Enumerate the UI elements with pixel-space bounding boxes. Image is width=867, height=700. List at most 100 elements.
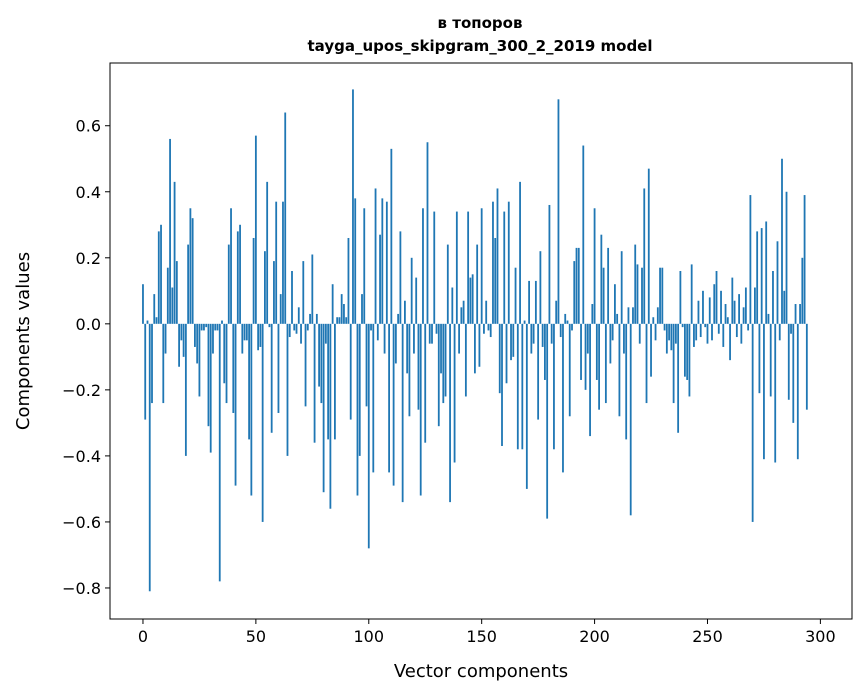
bar — [751, 323, 754, 522]
bar — [383, 323, 386, 354]
bar — [514, 267, 517, 324]
bar — [717, 323, 720, 334]
bar — [573, 261, 576, 324]
bar — [503, 211, 506, 324]
bar — [523, 320, 526, 324]
x-axis: 0 50 100 150 200 250 300 — [138, 619, 836, 646]
bar — [609, 323, 612, 364]
y-tick-label: 0.6 — [76, 117, 101, 136]
bar — [336, 317, 339, 324]
bar — [446, 244, 449, 324]
bar — [566, 320, 569, 324]
bar — [311, 254, 314, 324]
bar — [385, 201, 388, 324]
bar — [785, 191, 788, 324]
bar — [614, 284, 616, 324]
bar — [686, 323, 689, 380]
bar — [449, 323, 451, 503]
bar — [647, 168, 650, 324]
bar — [754, 287, 756, 324]
bar — [338, 317, 341, 324]
bar — [659, 267, 661, 324]
bar — [286, 323, 289, 456]
bar — [634, 244, 637, 324]
bar — [546, 323, 549, 519]
bar — [796, 323, 799, 460]
bar — [645, 323, 648, 404]
bar — [166, 267, 169, 324]
bar — [157, 231, 160, 324]
bar — [611, 323, 614, 341]
bar — [243, 323, 246, 341]
bar — [505, 323, 508, 384]
bar — [277, 323, 280, 413]
bar — [781, 158, 783, 324]
bar — [550, 323, 553, 344]
bar — [654, 323, 657, 341]
bar — [230, 208, 232, 324]
bar — [711, 323, 713, 341]
bar — [221, 320, 223, 324]
bar — [794, 304, 797, 324]
bar — [492, 201, 494, 324]
bar — [422, 208, 424, 324]
bar — [293, 323, 296, 331]
bar — [223, 323, 226, 384]
bar — [548, 204, 551, 324]
bar — [203, 323, 205, 331]
bar — [349, 323, 352, 420]
bar — [562, 323, 564, 473]
bar — [264, 251, 266, 324]
bar — [169, 138, 171, 324]
bar — [584, 323, 587, 390]
bar — [708, 297, 711, 324]
bar — [586, 323, 589, 354]
bar — [478, 323, 481, 367]
y-tick-label: −0.6 — [62, 513, 101, 532]
bar — [787, 323, 790, 400]
bar — [300, 323, 302, 344]
bar — [670, 323, 673, 351]
bar — [623, 323, 625, 354]
bar — [173, 181, 176, 324]
bar — [744, 287, 747, 324]
bar — [196, 323, 199, 364]
bar — [663, 323, 666, 331]
bar — [216, 323, 219, 331]
bar — [580, 323, 582, 380]
bar — [799, 304, 801, 324]
bar — [582, 145, 585, 324]
x-tick-label: 300 — [805, 627, 836, 646]
bar — [600, 234, 603, 324]
bar — [765, 221, 768, 324]
bar — [769, 323, 772, 397]
bar — [189, 208, 192, 324]
bar — [370, 323, 372, 331]
y-tick-label: 0.2 — [76, 249, 101, 268]
bar — [650, 323, 652, 377]
bar — [306, 323, 309, 331]
bar — [236, 231, 239, 324]
bar — [602, 267, 605, 324]
bar — [772, 271, 774, 324]
bar — [408, 323, 411, 417]
bar — [805, 323, 808, 410]
bar — [595, 323, 598, 380]
bar — [309, 313, 311, 324]
bar — [345, 317, 348, 324]
bar — [266, 181, 269, 324]
bar — [444, 323, 447, 397]
bar — [151, 323, 153, 404]
bar — [291, 271, 293, 324]
y-tick-label: −0.4 — [62, 447, 101, 466]
bar — [652, 317, 655, 324]
bar — [738, 294, 740, 324]
bar — [598, 323, 600, 410]
y-tick-label: −0.2 — [62, 381, 101, 400]
bar — [722, 323, 725, 347]
bar — [318, 323, 320, 387]
bar — [160, 224, 162, 324]
bar — [363, 208, 366, 324]
bar — [593, 208, 596, 324]
bar — [489, 323, 492, 338]
